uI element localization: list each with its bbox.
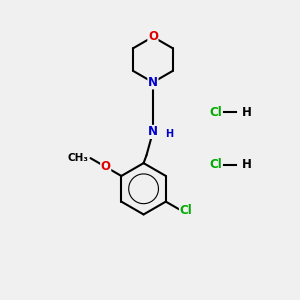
Text: H: H bbox=[165, 129, 173, 139]
Text: O: O bbox=[148, 30, 158, 43]
Text: O: O bbox=[101, 160, 111, 173]
Text: H: H bbox=[242, 106, 252, 118]
Text: N: N bbox=[148, 76, 158, 89]
Text: Cl: Cl bbox=[179, 204, 192, 217]
Text: H: H bbox=[242, 158, 252, 171]
Text: N: N bbox=[148, 125, 158, 138]
Text: Cl: Cl bbox=[210, 158, 223, 171]
Text: Cl: Cl bbox=[210, 106, 223, 118]
Text: CH₃: CH₃ bbox=[67, 153, 88, 163]
